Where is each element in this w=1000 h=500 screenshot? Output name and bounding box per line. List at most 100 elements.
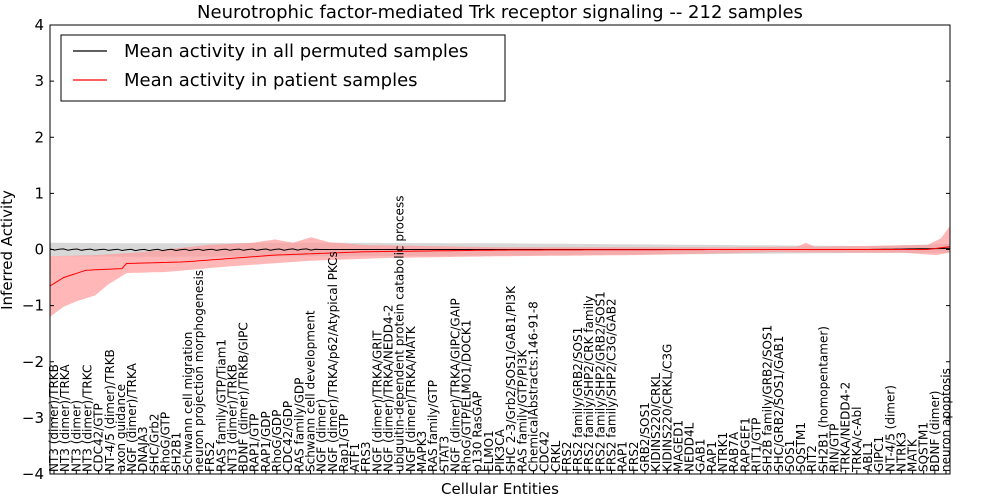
x-tick-label: GIPC1 bbox=[872, 436, 886, 472]
x-tick-label: FRS2 family/GRB2/SOS1 bbox=[571, 327, 585, 472]
legend-box bbox=[60, 34, 506, 102]
y-tick-label: −4 bbox=[22, 465, 44, 483]
x-tick-label: NT3 (dimer) bbox=[69, 400, 83, 472]
x-tick-label: NTRK1 bbox=[716, 432, 730, 472]
x-tick-label: STAT3 bbox=[437, 436, 451, 472]
y-tick-label: 2 bbox=[34, 128, 44, 146]
x-tick-label: axon guidance bbox=[114, 384, 128, 472]
x-tick-label: NT-4/5 (dimer) bbox=[883, 385, 897, 472]
series-line-patient bbox=[49, 246, 951, 287]
x-tick-label: TRKA/c-Abl bbox=[850, 407, 864, 473]
x-tick-label: DNAJA3 bbox=[136, 426, 150, 472]
x-tick-label: FRS2 family/SHP2/CRK family bbox=[582, 296, 596, 472]
x-tick-label: FRS2 family/SHP2/C3G/GAB2 bbox=[605, 298, 619, 472]
x-tick-label: RhoG/GTP bbox=[159, 412, 173, 472]
legend: Mean activity in all permuted samples Mea… bbox=[60, 34, 506, 102]
x-tick-label: SHC/GRB2/SOS1/GAB1 bbox=[772, 336, 786, 472]
x-tick-label: RhoG/GTP/ELMO1/DOCK1 bbox=[460, 320, 474, 472]
x-tick-label: NGF (dimer) bbox=[315, 399, 329, 472]
x-tick-label: RAP1/GTP bbox=[248, 414, 262, 472]
x-tick-label: CDC42/GTP bbox=[92, 403, 106, 472]
x-tick-label: SH2B1 (homopentamer) bbox=[816, 326, 830, 472]
x-tick-label: SQSTM1 bbox=[917, 422, 931, 472]
x-tick-label: RAS family/GTP/Tiam1 bbox=[214, 339, 228, 472]
x-tick-label: RAP1 bbox=[705, 441, 719, 472]
x-tick-label: NEDD4L bbox=[683, 422, 697, 472]
x-tick-label: neuron projection morphogenesis bbox=[192, 270, 206, 472]
x-tick-label: ATF1 bbox=[348, 443, 362, 472]
y-tick-label: 0 bbox=[34, 241, 44, 259]
x-tick-label: RAS family/GTP bbox=[426, 380, 440, 472]
x-tick-label: FRS2 bbox=[560, 442, 574, 473]
x-tick-label: Schwann cell migration bbox=[181, 332, 195, 472]
x-tick-label: RAP1 bbox=[616, 441, 630, 472]
x-tick-label: RIT1/GTP bbox=[749, 418, 763, 472]
x-tick-label: ubiquitin-dependent protein catabolic pr… bbox=[393, 196, 407, 472]
legend-label: Mean activity in all permuted samples bbox=[124, 41, 468, 62]
x-tick-label: CDC42 bbox=[538, 431, 552, 472]
y-ticks: 4 3 2 1 0 −1 −2 −3 −4 bbox=[22, 16, 950, 483]
x-tick-label: NGF (dimer)/TRKA/p62/Atypical PKCs bbox=[326, 251, 340, 472]
chart-title: Neurotrophic factor-mediated Trk recepto… bbox=[197, 2, 803, 23]
legend-label: Mean activity in patient samples bbox=[124, 70, 418, 91]
x-tick-label: NT3 (dimer)/TRKA bbox=[58, 364, 72, 472]
x-tick-label: BDNF (dimer) bbox=[928, 391, 942, 473]
x-tick-label: FRS2 family/SHP2/GRB2/SOS1 bbox=[593, 291, 607, 472]
x-tick-label: p130 RasGAP bbox=[471, 391, 485, 472]
y-tick-label: 1 bbox=[34, 184, 44, 202]
x-tick-label: Schwann cell development bbox=[303, 310, 317, 472]
x-axis-label: Cellular Entities bbox=[441, 480, 559, 498]
x-tick-label: Rap1/GTP bbox=[337, 414, 351, 472]
y-tick-label: −3 bbox=[22, 409, 44, 427]
x-tick-label: MATK bbox=[906, 438, 920, 472]
x-tick-label: KIDINS220/CRKL/C3G bbox=[660, 344, 674, 472]
x-tick-label: SHC/Grb2 bbox=[147, 413, 161, 472]
x-tick-label: NTRK3 bbox=[894, 432, 908, 472]
x-tick-label: RIT2 bbox=[805, 445, 819, 472]
x-tick-label: GRB2/SOS1 bbox=[638, 402, 652, 472]
x-tick-label: NGF (dimer)/TRKA/GRIT bbox=[370, 330, 384, 472]
x-tick-label: NGF (dimer)/TRKA bbox=[125, 362, 139, 472]
x-tick-label: ELMO1 bbox=[482, 430, 496, 472]
x-tick-label: BDNF (dimer)/TRKB/GIPC bbox=[237, 322, 251, 472]
y-tick-label: 3 bbox=[34, 72, 44, 90]
x-tick-label: SH2B1 bbox=[170, 432, 184, 472]
x-tick-label: SHC 2-3/Grb2/SOS1/GAB1/PI3K bbox=[504, 285, 518, 472]
y-tick-label: 4 bbox=[34, 16, 44, 34]
y-axis-label: Inferred Activity bbox=[0, 190, 16, 310]
x-tick-label: FRS2 bbox=[203, 442, 217, 473]
x-tick-label: ABL1 bbox=[861, 441, 875, 472]
x-tick-label: RhoG/GDP bbox=[270, 410, 284, 472]
x-tick-label: neuron apoptosis bbox=[939, 368, 953, 472]
x-tick-label: GAB1 bbox=[694, 439, 708, 472]
x-tick-label: FRS3 bbox=[359, 442, 373, 473]
x-tick-label: NT-4/5 (dimer)/TRKB bbox=[103, 349, 117, 472]
patient-band bbox=[50, 225, 950, 317]
x-tick-label: ChemicalAbstracts:146-91-8 bbox=[526, 301, 540, 472]
x-tick-label: NGF (dimer)/TRKA/GIPC/GAIP bbox=[448, 298, 462, 472]
x-tick-label: PIK3CA bbox=[493, 428, 507, 472]
x-tick-label: RAPGEF1 bbox=[738, 417, 752, 472]
x-tick-label: NGF (dimer)/TRKA/NEDD4-2 bbox=[382, 304, 396, 472]
y-tick-label: −2 bbox=[22, 353, 44, 371]
x-tick-label: RAS family/GDP bbox=[292, 378, 306, 472]
x-tick-label: CRKL bbox=[549, 440, 563, 472]
x-tick-label: RAB7A bbox=[727, 431, 741, 472]
x-tick-label: RIN/GTP bbox=[828, 424, 842, 472]
x-tick-label: RAS family/GTP/PI3K bbox=[515, 349, 529, 472]
x-tick-label: SOS1 bbox=[783, 440, 797, 472]
x-tick-label: TRKA/NEDD4-2 bbox=[839, 382, 853, 473]
x-tick-label: NT3 (dimer)/TRKC bbox=[80, 365, 94, 472]
x-tick-label: NT3 (dimer)/TRKB bbox=[225, 364, 239, 472]
x-tick-label: MAPK3 bbox=[415, 431, 429, 472]
x-tick-label: NGF (dimer)/TRKA/MATK bbox=[404, 325, 418, 472]
x-tick-label: FRS2 bbox=[627, 442, 641, 473]
y-tick-label: −1 bbox=[22, 297, 44, 315]
x-tick-label: SQSTM1 bbox=[794, 422, 808, 472]
x-tick-label: CDC42/GDP bbox=[281, 401, 295, 472]
x-tick-label: KIDINS220/CRKL bbox=[649, 373, 663, 472]
x-tick-label: SH2B family/GRB2/SOS1 bbox=[761, 325, 775, 472]
x-tick-label: MAGED1 bbox=[671, 420, 685, 472]
